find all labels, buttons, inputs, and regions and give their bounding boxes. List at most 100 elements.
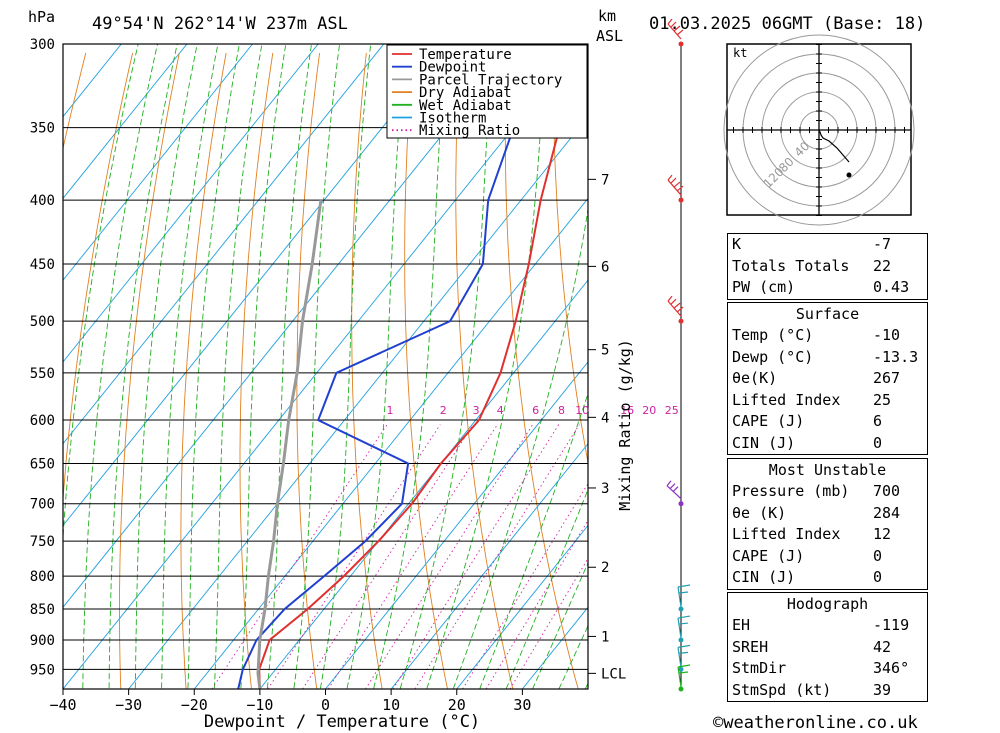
mixing-ratio-line [462,482,588,689]
storm-motion-dot [846,172,852,178]
mixing-ratio-line [485,519,588,689]
mixing-ratio-line [392,424,560,689]
x-axis-label: Dewpoint / Temperature (°C) [204,712,480,732]
mixing-ratio-label: 3 [473,404,480,417]
wet-adiabat-line [63,44,139,544]
hodograph-index-value: 39 [873,680,892,699]
wet-adiabat-line [399,44,493,689]
wind-level-dot [678,197,684,203]
mixing-ratio-label: 10 [575,404,589,417]
most-unstable-label: CIN (J) [732,568,796,586]
mixing-ratio-label: 2 [440,404,447,417]
surface-value: 25 [873,390,892,409]
most-unstable-row: θe (K) 284 [728,503,927,525]
most-unstable-value: 0 [873,568,883,586]
surface-row: Dewp (°C) -13.3 [728,347,927,369]
pressure-tick-label: 300 [30,37,55,53]
pressure-tick-label: 400 [30,193,55,209]
wet-adiabat-line [293,44,341,689]
surface-panel: Surface Temp (°C) -10 Dewp (°C) -13.3 θe(K) 2… [727,302,928,455]
general-row: PW (cm) 0.43 [728,277,927,299]
km-label: km [598,7,616,25]
parcel-trajectory-line [256,199,323,689]
datetime-title: 01.03.2025 06GMT (Base: 18) [649,14,925,34]
dry-adiabat-line [63,52,134,505]
mixing-ratio-line [414,424,580,689]
most-unstable-label: Lifted Index [732,525,841,543]
dry-adiabat-line [239,52,274,689]
pressure-tick-label: 950 [30,662,55,678]
legend-entry: Temperature [419,47,512,63]
surface-value: -13.3 [873,347,919,366]
pressure-tick-label: 700 [30,497,55,513]
pressure-unit: hPa [28,8,55,26]
surface-value: 267 [873,369,901,387]
mixing-ratio-label: 20 [642,404,656,417]
wet-adiabat-line [346,44,407,689]
pressure-tick-label: 800 [30,569,55,585]
isotherm-line [259,279,588,689]
x-tick-label: 20 [448,696,466,714]
general-indices-panel: K -7 Totals Totals 22 PW (cm) 0.43 [727,233,928,300]
copyright: ©weatheronline.co.uk [713,713,918,733]
wind-barb [677,615,691,639]
axes: 3003504004505005506006507007508008509009… [30,37,532,714]
hodograph-index-label: SREH [732,637,769,656]
x-tick-label: −30 [115,696,142,714]
hodograph-index-row: StmSpd (kt) 39 [728,680,927,702]
mixing-ratio-label: 1 [387,404,394,417]
isotherm-line [325,361,588,689]
km-tick-label: 6 [601,259,609,275]
wind-barb [667,18,684,40]
dry-adiabat-line [504,52,579,689]
dry-adiabat-line [351,52,383,689]
surface-row: CIN (J) 0 [728,433,927,455]
general-value: 0.43 [873,278,910,296]
surface-label: θe(K) [732,369,778,387]
mixing-ratio-label: 16 [620,404,634,417]
pressure-tick-label: 900 [30,633,55,649]
dry-adiabat-line [180,52,227,689]
most-unstable-row: CIN (J) 0 [728,567,927,589]
profiles [237,44,588,689]
x-tick-label: 30 [513,696,531,714]
wind-level-dot [678,686,684,692]
legend-entry: Parcel Trajectory [419,72,562,88]
wet-adiabat-line [532,561,588,689]
most-unstable-label: Pressure (mb) [732,482,850,500]
dry-adiabat-line [296,52,321,689]
isotherm-line [456,524,588,689]
dry-adiabat-line [119,52,180,689]
wind-barb [677,644,691,668]
pressure-tick-label: 350 [30,121,55,137]
km-tick-label: 3 [601,481,609,497]
km-axis: 7 6 5 4 3 2 1 LCL [588,172,626,682]
dry-adiabat-line [974,53,1000,689]
pressure-tick-label: 850 [30,602,55,618]
most-unstable-title: Most Unstable [768,461,887,479]
wind-barb [667,174,684,196]
wind-barb [666,480,682,500]
wet-adiabat-line [479,391,588,689]
surface-row: Temp (°C) -10 [728,325,927,347]
surface-row: Lifted Index 25 [728,390,927,412]
most-unstable-label: θe (K) [732,503,787,522]
wind-barb [667,295,684,317]
wet-adiabat-line [108,44,178,689]
general-row: Totals Totals 22 [728,256,927,278]
dry-adiabat-line [455,52,514,689]
hodograph-index-row: SREH 42 [728,637,927,659]
hodograph-index-value: -119 [873,616,910,634]
isotherm-line [63,44,450,527]
km-tick-label: LCL [601,666,626,682]
isotherm-line [63,44,319,363]
isotherm-line [63,44,188,200]
wind-level-dot [678,41,684,47]
mixing-ratio-axis-label: Mixing Ratio (g/kg) [616,339,634,511]
mixing-ratio-line [365,424,534,689]
general-label: K [732,235,742,253]
surface-row: θe(K) 267 [728,368,927,390]
isotherm-line [63,44,385,445]
wet-adiabat-line [240,44,287,689]
